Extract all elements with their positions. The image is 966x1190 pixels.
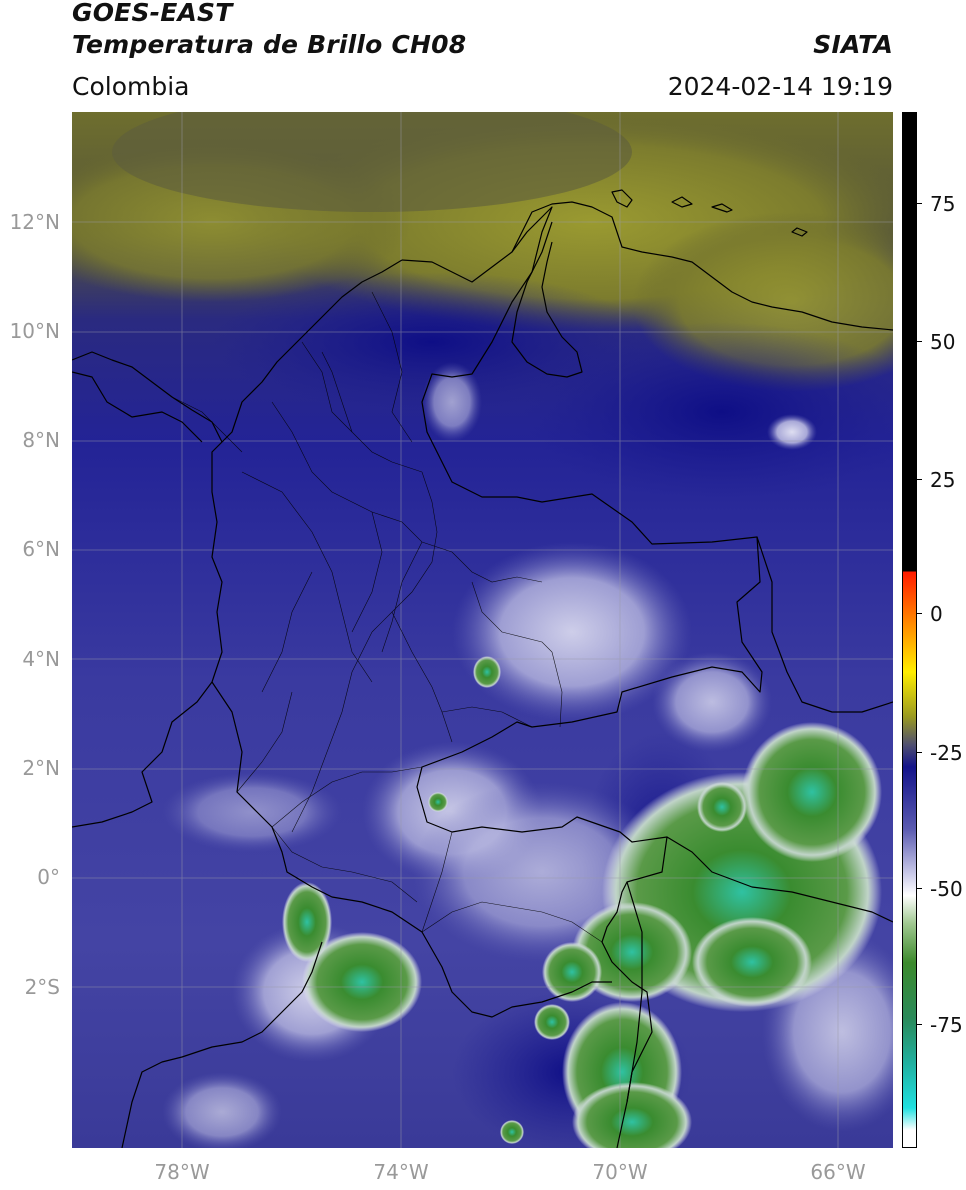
colorbar <box>902 112 917 1148</box>
lon-label-66w: 66°W <box>810 1160 866 1184</box>
agency-label: SIATA <box>813 30 893 59</box>
colorbar-tick-neg75 <box>917 1024 922 1025</box>
lat-label-2s: 2°S <box>24 975 60 999</box>
colorbar-label-50: 50 <box>930 330 956 354</box>
colorbar-label-neg25: -25 <box>930 741 963 765</box>
colorbar-tick-neg25 <box>917 752 922 753</box>
lat-label-10n: 10°N <box>9 319 60 343</box>
lat-label-6n: 6°N <box>22 537 60 561</box>
graticule <box>72 112 893 1148</box>
satellite-map[interactable] <box>72 112 893 1148</box>
colorbar-tick-25 <box>917 479 922 480</box>
lat-label-4n: 4°N <box>22 647 60 671</box>
lon-label-70w: 70°W <box>592 1160 648 1184</box>
colorbar-label-0: 0 <box>930 602 943 626</box>
lat-label-12n: 12°N <box>9 210 60 234</box>
lat-label-2n: 2°N <box>22 756 60 780</box>
colorbar-tick-neg50 <box>917 888 922 889</box>
colorbar-label-neg75: -75 <box>930 1013 963 1037</box>
product-title: Temperatura de Brillo CH08 <box>72 30 467 59</box>
lon-label-78w: 78°W <box>154 1160 210 1184</box>
lon-label-74w: 74°W <box>373 1160 429 1184</box>
colorbar-tick-50 <box>917 341 922 342</box>
datetime-label: 2024-02-14 19:19 <box>667 72 893 101</box>
political-borders <box>72 189 893 1148</box>
colorbar-label-75: 75 <box>930 192 956 216</box>
colorbar-label-25: 25 <box>930 468 956 492</box>
region-label: Colombia <box>72 72 190 101</box>
colorbar-tick-75 <box>917 203 922 204</box>
colorbar-tick-0 <box>917 613 922 614</box>
satellite-title: GOES-EAST <box>72 0 233 27</box>
colorbar-label-neg50: -50 <box>930 877 963 901</box>
lat-label-8n: 8°N <box>22 428 60 452</box>
lat-label-0: 0° <box>37 865 60 889</box>
department-borders <box>171 291 603 943</box>
